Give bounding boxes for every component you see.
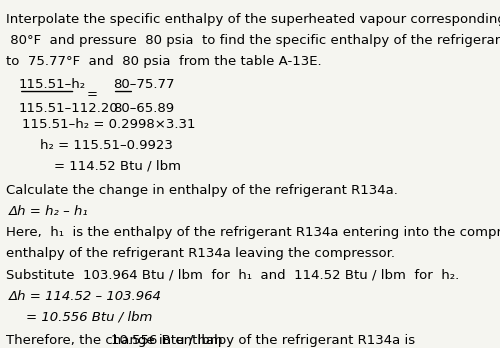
Text: = 10.556 Btu / lbm: = 10.556 Btu / lbm <box>8 311 152 324</box>
Text: h₂ = 115.51–0.9923: h₂ = 115.51–0.9923 <box>40 139 173 152</box>
Text: Δh = 114.52 – 103.964: Δh = 114.52 – 103.964 <box>8 290 162 303</box>
Text: 80–75.77: 80–75.77 <box>112 78 174 92</box>
Text: Here,  h₁  is the enthalpy of the refrigerant R134a entering into the compressor: Here, h₁ is the enthalpy of the refriger… <box>6 226 500 239</box>
Text: to  75.77°F  and  80 psia  from the table A-13E.: to 75.77°F and 80 psia from the table A-… <box>6 55 322 68</box>
Text: Interpolate the specific enthalpy of the superheated vapour corresponding to  65: Interpolate the specific enthalpy of the… <box>6 13 500 26</box>
Text: 80°F  and pressure  80 psia  to find the specific enthalpy of the refrigerant R1: 80°F and pressure 80 psia to find the sp… <box>6 34 500 47</box>
Text: Substitute  103.964 Btu / lbm  for  h₁  and  114.52 Btu / lbm  for  h₂.: Substitute 103.964 Btu / lbm for h₁ and … <box>6 269 460 282</box>
Text: 115.51–h₂ = 0.2998×3.31: 115.51–h₂ = 0.2998×3.31 <box>22 118 196 130</box>
Text: =: = <box>86 88 98 101</box>
Text: 80–65.89: 80–65.89 <box>112 102 174 115</box>
Text: 115.51–h₂: 115.51–h₂ <box>19 78 86 92</box>
Text: = 114.52 Btu / lbm: = 114.52 Btu / lbm <box>54 160 181 173</box>
Text: enthalpy of the refrigerant R134a leaving the compressor.: enthalpy of the refrigerant R134a leavin… <box>6 247 396 260</box>
Text: Therefore, the change in enthalpy of the refrigerant R134a is: Therefore, the change in enthalpy of the… <box>6 334 420 347</box>
Text: 115.51–112.20: 115.51–112.20 <box>19 102 118 115</box>
Text: 10.556 Btu / lbm: 10.556 Btu / lbm <box>111 334 223 347</box>
Text: Δh = h₂ – h₁: Δh = h₂ – h₁ <box>8 205 88 218</box>
Text: Calculate the change in enthalpy of the refrigerant R134a.: Calculate the change in enthalpy of the … <box>6 184 398 197</box>
FancyBboxPatch shape <box>136 324 198 343</box>
